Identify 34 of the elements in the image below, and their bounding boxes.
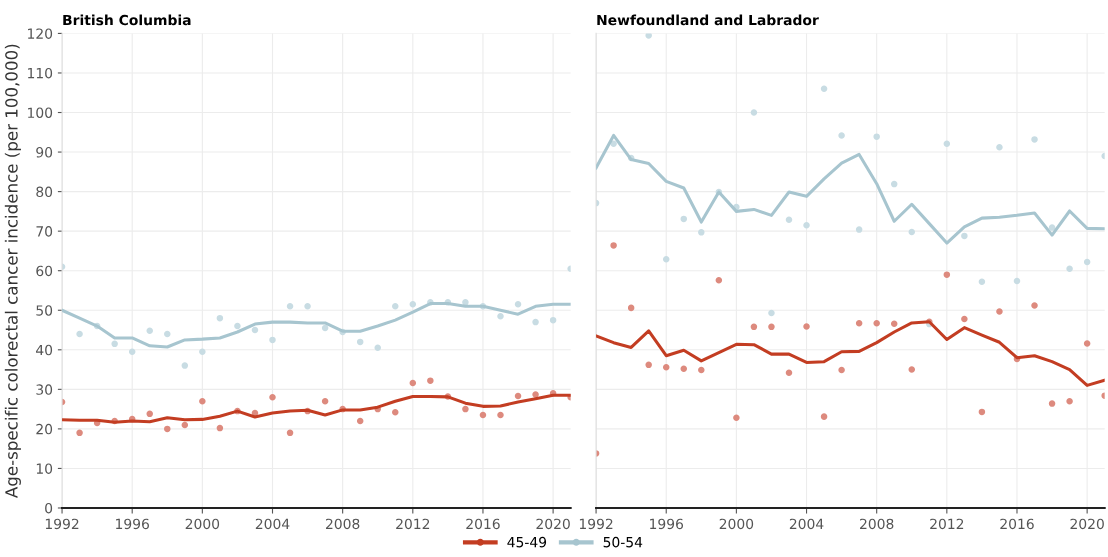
x-tick-label: 1996 <box>650 518 684 530</box>
x-tick-label: 2016 <box>1000 518 1034 530</box>
y-tick-label: 30 <box>36 384 53 395</box>
y-tick-label: 40 <box>36 344 53 356</box>
y-axis-title: Age-specific colorectal cancer incidence (per 100,000) <box>4 44 21 498</box>
x-tick-label: 2012 <box>930 518 964 530</box>
legend-label: 45-49 <box>507 536 547 548</box>
chart-title: British Columbia <box>63 14 191 26</box>
y-tick-label: 70 <box>36 226 53 237</box>
y-tick-label: 0 <box>45 502 53 514</box>
y-tick-label: 20 <box>36 423 53 435</box>
x-tick-label: 2008 <box>860 518 894 530</box>
x-tick-label: 2020 <box>1070 518 1104 530</box>
y-tick-label: 90 <box>36 147 53 158</box>
x-tick-label: 1992 <box>579 518 613 530</box>
x-tick-label: 2016 <box>466 518 500 530</box>
x-tick-label: 2000 <box>185 518 220 530</box>
y-tick-label: 100 <box>28 107 53 118</box>
x-tick-label: 1992 <box>45 518 79 530</box>
x-tick-label: 1996 <box>116 518 149 530</box>
y-tick-label: 10 <box>36 463 53 474</box>
x-tick-label: 2012 <box>396 518 430 530</box>
y-tick-label: 60 <box>36 265 53 277</box>
x-tick-label: 2008 <box>326 518 360 530</box>
y-tick-label: 110 <box>28 67 53 79</box>
x-tick-label: 2004 <box>255 518 290 530</box>
x-tick-label: 2000 <box>719 518 754 530</box>
x-tick-label: 2004 <box>789 518 824 530</box>
x-tick-label: 2020 <box>536 518 570 530</box>
y-tick-label: 80 <box>36 186 53 198</box>
legend-label: 50-54 <box>603 536 643 548</box>
y-tick-label: 50 <box>36 305 53 316</box>
y-tick-label: 120 <box>28 28 53 39</box>
chart-title: Newfoundland and Labrador <box>597 14 819 26</box>
